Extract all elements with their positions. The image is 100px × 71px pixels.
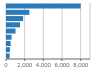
svg-text:2,000: 2,000 (17, 62, 33, 68)
svg-text:8,000: 8,000 (73, 62, 89, 68)
svg-text:0: 0 (8, 62, 9, 68)
svg-text:4,000: 4,000 (36, 62, 52, 68)
svg-text:6,000: 6,000 (54, 62, 70, 68)
